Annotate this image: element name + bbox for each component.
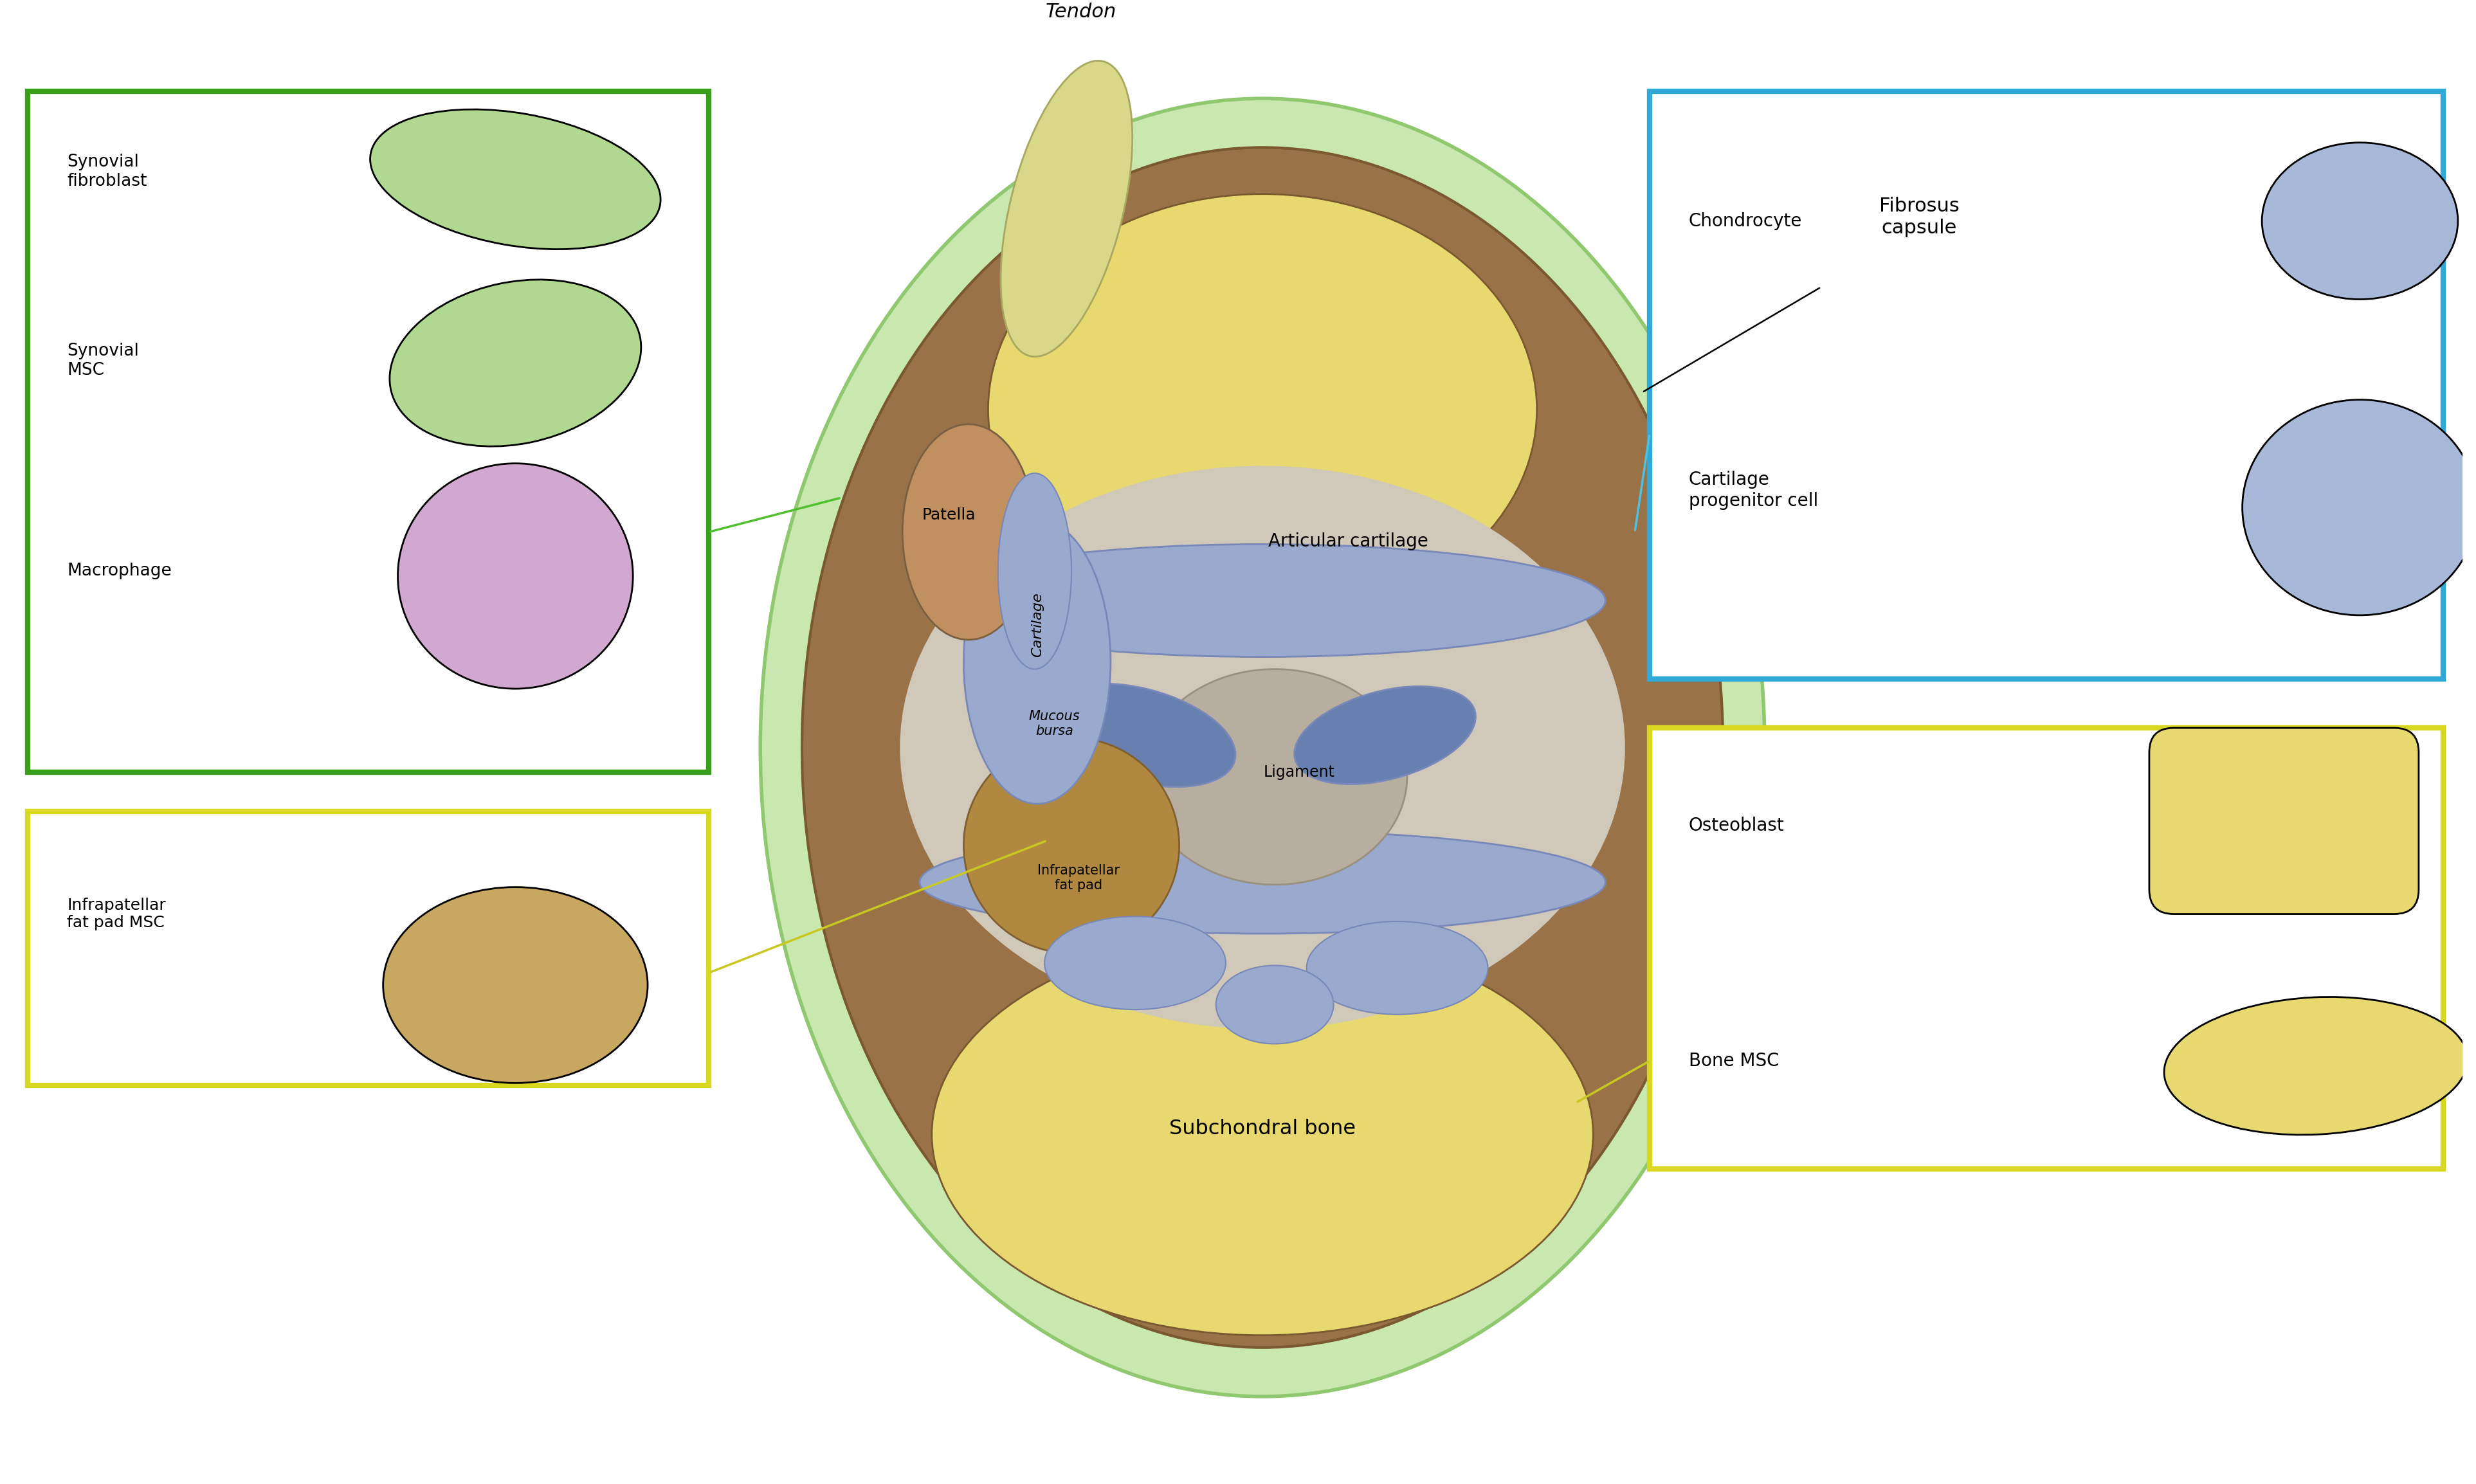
Ellipse shape [1045, 917, 1226, 1009]
Ellipse shape [901, 424, 1035, 640]
Text: Patella: Patella [921, 508, 976, 522]
Ellipse shape [802, 147, 1723, 1347]
Text: Subchondral bone: Subchondral bone [1169, 1119, 1357, 1138]
Ellipse shape [988, 194, 1538, 625]
Ellipse shape [963, 519, 1112, 804]
FancyBboxPatch shape [2149, 727, 2419, 914]
Ellipse shape [963, 738, 1179, 953]
Text: Synovial
MSC: Synovial MSC [67, 343, 139, 378]
Ellipse shape [931, 933, 1592, 1336]
Ellipse shape [2199, 797, 2268, 846]
Ellipse shape [919, 545, 1604, 657]
Ellipse shape [919, 831, 1604, 933]
Text: Infrapatellar
fat pad MSC: Infrapatellar fat pad MSC [67, 898, 166, 930]
Text: Macrophage: Macrophage [67, 562, 171, 580]
Ellipse shape [2313, 478, 2392, 537]
Text: Chondrocyte: Chondrocyte [1689, 212, 1803, 230]
Ellipse shape [1045, 684, 1236, 787]
Ellipse shape [2243, 399, 2476, 616]
Text: Fibrosus
capsule: Fibrosus capsule [1879, 197, 1959, 237]
FancyBboxPatch shape [27, 91, 708, 772]
Text: Bone MSC: Bone MSC [1689, 1052, 1780, 1070]
Ellipse shape [899, 466, 1624, 1028]
Ellipse shape [513, 157, 582, 202]
Ellipse shape [2266, 1042, 2342, 1091]
Text: Infrapatellar
fat pad: Infrapatellar fat pad [1037, 864, 1119, 892]
Text: Synovial
fibroblast: Synovial fibroblast [67, 154, 146, 190]
Ellipse shape [1216, 966, 1335, 1043]
Ellipse shape [2263, 142, 2459, 300]
Ellipse shape [461, 963, 535, 1017]
Text: Cartilage
progenitor cell: Cartilage progenitor cell [1689, 470, 1817, 510]
FancyBboxPatch shape [1649, 91, 2444, 678]
Ellipse shape [1000, 61, 1132, 356]
Ellipse shape [2322, 194, 2397, 248]
Text: Osteoblast: Osteoblast [1689, 816, 1785, 835]
Ellipse shape [2164, 997, 2469, 1135]
Ellipse shape [384, 887, 649, 1083]
Ellipse shape [399, 463, 634, 689]
Ellipse shape [1141, 669, 1406, 884]
Ellipse shape [760, 98, 1765, 1396]
FancyBboxPatch shape [1649, 727, 2444, 1169]
Ellipse shape [371, 110, 661, 249]
Text: Mucous
bursa: Mucous bursa [1028, 709, 1080, 738]
Text: Ligament: Ligament [1263, 764, 1335, 781]
Ellipse shape [1295, 686, 1476, 784]
Ellipse shape [495, 338, 560, 387]
Ellipse shape [438, 534, 552, 628]
Text: Tendon: Tendon [1045, 3, 1117, 22]
Text: Articular cartilage: Articular cartilage [1268, 533, 1429, 551]
Text: Cartilage: Cartilage [1030, 592, 1042, 657]
Ellipse shape [389, 279, 641, 447]
FancyBboxPatch shape [27, 812, 708, 1085]
Ellipse shape [1307, 922, 1488, 1015]
Ellipse shape [998, 473, 1072, 669]
